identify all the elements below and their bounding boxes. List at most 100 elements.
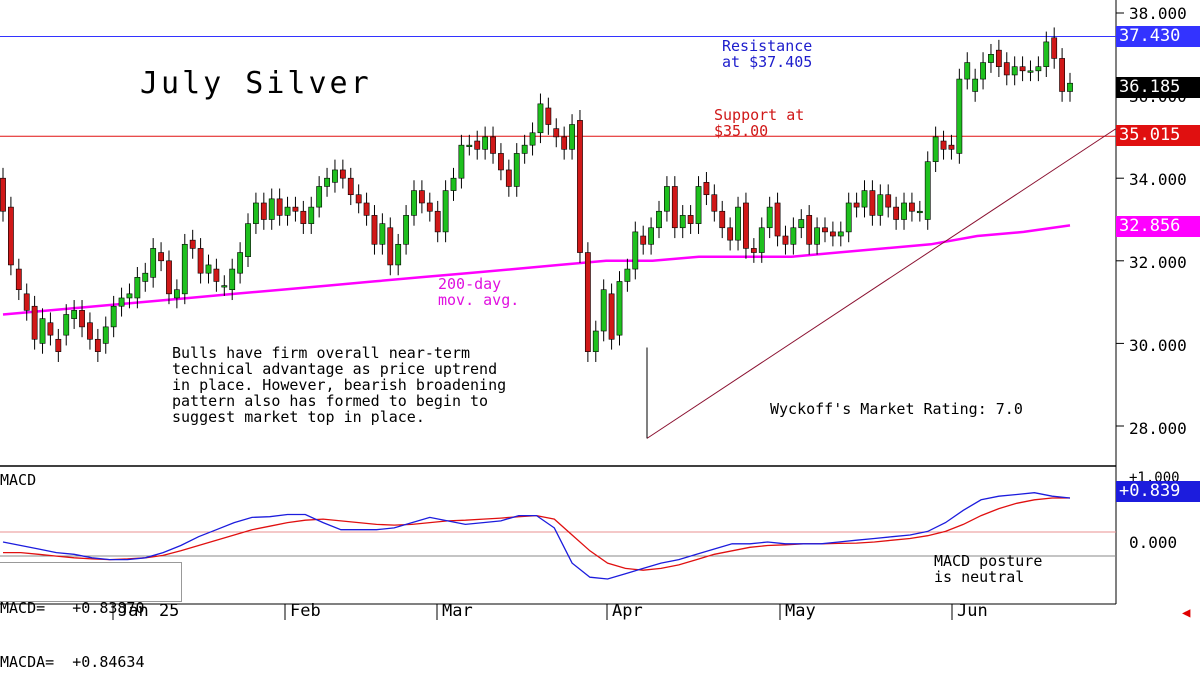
candle-body (442, 190, 449, 233)
x-label: Mar (442, 601, 473, 621)
y-tick: 28.000 (1129, 419, 1187, 438)
x-label: Feb (290, 601, 321, 621)
candle-body (332, 169, 338, 183)
candle-body (893, 206, 900, 220)
candle-body (711, 194, 718, 212)
support-tag: 35.015 (1116, 125, 1200, 146)
candle-body (577, 120, 583, 253)
candle-body (845, 202, 852, 233)
candle-body (616, 281, 623, 336)
chart-title: July Silver (140, 66, 372, 101)
candle-body (142, 272, 149, 282)
candle-body (1059, 58, 1065, 92)
candle-body (316, 186, 323, 208)
candle-body (924, 161, 931, 220)
candle-body (988, 53, 994, 63)
candle-body (79, 310, 85, 328)
candle-body (1027, 70, 1034, 73)
resistance-annotation: Resistance at $37.405 (722, 37, 813, 71)
candle-body (418, 190, 425, 204)
candle-body (521, 144, 528, 154)
candle-body (1051, 37, 1058, 59)
candle-body (1067, 82, 1073, 92)
candle-body (395, 243, 402, 266)
candle-body (387, 227, 394, 266)
candle-body (498, 153, 504, 171)
candle-body (347, 177, 354, 196)
candle-body (253, 202, 259, 224)
candle-body (434, 210, 441, 233)
candle-body (102, 326, 109, 344)
chart-grid (0, 0, 1124, 620)
macd-line (2, 492, 1071, 580)
candle-body (110, 305, 117, 328)
candle-body (995, 49, 1002, 67)
candle-body (150, 248, 157, 278)
x-label: Jan 25 (118, 601, 180, 621)
candle-body (553, 128, 560, 138)
candle-body (750, 248, 757, 253)
x-label: Jun (957, 601, 988, 621)
candle-body (166, 260, 172, 295)
candle-body (782, 235, 789, 245)
candle-body (624, 268, 631, 282)
candles (0, 27, 1073, 362)
candle-body (861, 190, 868, 208)
reference-lines (0, 36, 1117, 439)
candle-body (189, 239, 196, 249)
candle-body (569, 124, 575, 150)
candle-body (63, 314, 70, 336)
candle-body (719, 210, 726, 229)
x-label: May (785, 601, 816, 621)
candle-body (798, 219, 805, 229)
candle-body (1011, 66, 1018, 76)
scroll-left-arrow-icon[interactable]: ◀ (1182, 605, 1191, 621)
candle-body (632, 231, 639, 270)
candle-body (126, 293, 133, 299)
candle-body (118, 297, 125, 307)
candle-body (213, 268, 220, 282)
candle-body (260, 202, 267, 220)
uptrend-line (646, 128, 1117, 439)
macd-posture: MACD posture is neutral (934, 552, 1043, 586)
candle-body (403, 215, 409, 245)
candle-body (814, 227, 820, 245)
candle-body (640, 235, 647, 245)
candle-body (679, 215, 686, 229)
ma200-line (2, 224, 1071, 316)
macda-value: MACDA= +0.84634 (0, 653, 145, 671)
candle-body (276, 198, 283, 216)
candle-body (71, 310, 78, 319)
candle-body (15, 268, 22, 291)
candle-body (687, 215, 694, 224)
candle-body (695, 186, 702, 224)
candle-body (505, 169, 512, 187)
candle-body (727, 227, 734, 241)
y-tick: 34.000 (1129, 170, 1187, 189)
candle-body (221, 285, 228, 288)
candle-body (300, 210, 307, 224)
candle-body (363, 202, 370, 216)
resistance-tag: 37.430 (1116, 26, 1200, 47)
candle-body (205, 264, 212, 274)
candle-body (648, 227, 655, 245)
ma200-annotation: 200-day mov. avg. (438, 275, 520, 309)
candle-body (980, 62, 986, 80)
candle-body (806, 215, 813, 245)
candle-body (355, 194, 362, 204)
candle-body (379, 223, 386, 245)
candle-body (956, 78, 963, 154)
candle-body (490, 136, 496, 154)
candle-body (972, 78, 979, 92)
y-tick: 30.000 (1129, 336, 1187, 355)
candle-body (608, 293, 615, 340)
candle-body (537, 103, 544, 134)
candle-body (853, 202, 860, 208)
candle-body (829, 231, 836, 237)
candle-body (964, 62, 971, 80)
candle-body (245, 223, 251, 257)
macd-lines (2, 492, 1071, 580)
candle-body (339, 169, 346, 179)
candle-body (916, 210, 923, 214)
candle-body (229, 268, 236, 291)
